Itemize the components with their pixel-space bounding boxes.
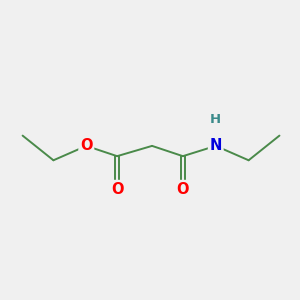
Text: O: O	[177, 182, 189, 196]
Text: O: O	[111, 182, 123, 196]
Text: H: H	[210, 113, 221, 126]
Text: N: N	[210, 138, 222, 153]
Text: O: O	[80, 138, 93, 153]
